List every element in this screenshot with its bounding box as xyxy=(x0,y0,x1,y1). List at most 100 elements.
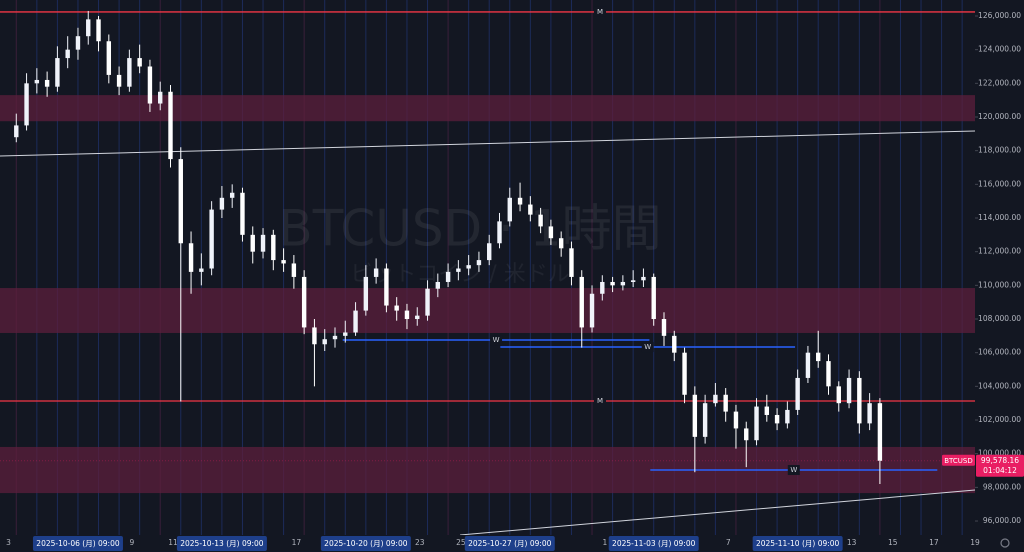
candle-body xyxy=(507,197,512,222)
candle-body xyxy=(199,268,204,272)
x-tick-label: 1 xyxy=(602,538,607,547)
x-highlight-label: 2025-10-06 (月) 09:00 xyxy=(36,539,120,548)
candle-body xyxy=(476,260,482,266)
candle-body xyxy=(754,406,759,441)
watermark-title: BTCUSD · 1時間 xyxy=(278,200,661,258)
x-highlight-label: 2025-11-03 (月) 09:00 xyxy=(612,539,696,548)
candle xyxy=(240,187,245,242)
candle-body xyxy=(384,268,389,306)
candle-body xyxy=(877,403,883,461)
y-tick-label: 118,000.00 xyxy=(978,146,1021,155)
candle xyxy=(322,329,327,351)
candle xyxy=(682,347,687,404)
candle-body xyxy=(795,377,800,410)
candle xyxy=(209,201,214,276)
x-highlight-box xyxy=(32,536,123,551)
candle-body xyxy=(425,288,430,316)
candle-body xyxy=(291,263,297,277)
candle xyxy=(250,226,255,264)
candle xyxy=(44,71,50,97)
candle xyxy=(774,408,780,431)
candle-body xyxy=(240,192,245,235)
candle-body xyxy=(713,394,718,404)
candle xyxy=(34,68,40,94)
trend-line xyxy=(0,130,976,157)
y-tick-label: 96,000.00 xyxy=(983,516,1021,525)
trend-line xyxy=(460,489,976,536)
candle xyxy=(127,49,132,92)
candle xyxy=(548,219,554,245)
x-tick-label: 15 xyxy=(888,538,898,547)
x-highlight-label: 2025-10-13 (月) 09:00 xyxy=(180,539,264,548)
candle-body xyxy=(785,409,790,424)
candle xyxy=(795,369,800,415)
candle-body xyxy=(415,315,420,320)
x-tick-label: 17 xyxy=(929,538,939,547)
candle xyxy=(661,312,667,346)
x-highlight-box xyxy=(464,536,555,551)
y-tick-label: 116,000.00 xyxy=(978,179,1021,188)
candle xyxy=(158,81,163,111)
y-tick-label: 104,000.00 xyxy=(978,381,1021,390)
candle-body xyxy=(538,214,543,227)
candle-body xyxy=(343,332,348,336)
candle-body xyxy=(641,276,646,281)
candle-body xyxy=(14,125,19,138)
candle-body xyxy=(857,377,862,424)
candle xyxy=(281,248,286,272)
candle-body xyxy=(846,377,852,404)
y-tick-label: 124,000.00 xyxy=(978,45,1021,54)
level-label: M xyxy=(597,397,603,405)
candle-body xyxy=(826,361,831,387)
candle xyxy=(641,268,646,288)
segment-label: W xyxy=(493,336,500,344)
candle-body xyxy=(34,79,40,84)
candle-body xyxy=(394,305,399,311)
candle xyxy=(651,273,656,326)
candle-body xyxy=(774,414,780,424)
candle xyxy=(466,255,471,276)
candle xyxy=(744,421,749,468)
x-highlight-box xyxy=(752,536,843,551)
candle xyxy=(301,270,307,335)
candle xyxy=(55,46,60,92)
price-tag-name: BTCUSD xyxy=(944,457,973,465)
candle-body xyxy=(86,19,91,37)
candle xyxy=(497,212,502,249)
candle-body xyxy=(96,19,101,42)
candle xyxy=(569,241,574,286)
candle xyxy=(785,401,790,429)
candle xyxy=(528,196,533,222)
x-highlight-label: 2025-10-20 (月) 09:00 xyxy=(324,539,408,548)
candle xyxy=(291,255,297,289)
candle xyxy=(168,85,173,168)
candle-body xyxy=(702,403,708,437)
level-label-bg xyxy=(594,395,606,406)
candle xyxy=(846,369,852,409)
candle-body xyxy=(75,36,81,50)
settings-icon[interactable] xyxy=(1000,538,1010,548)
candle xyxy=(764,394,770,422)
candle xyxy=(116,66,122,96)
candle xyxy=(877,398,883,484)
candle xyxy=(733,404,739,449)
y-tick-label: 114,000.00 xyxy=(978,213,1021,222)
candle-body xyxy=(579,276,584,328)
candle xyxy=(353,302,358,336)
candle-body xyxy=(816,352,821,362)
candle xyxy=(692,386,698,473)
y-tick-label: 98,000.00 xyxy=(983,482,1021,491)
x-tick-label: 23 xyxy=(415,538,425,547)
x-tick-label: 25 xyxy=(456,538,466,547)
candle xyxy=(867,393,872,431)
candle xyxy=(816,330,821,368)
zone xyxy=(0,288,975,333)
candle-body xyxy=(548,226,554,239)
candle xyxy=(456,260,461,281)
candle-body xyxy=(672,335,677,353)
candle xyxy=(199,253,204,286)
candle xyxy=(600,275,605,301)
candle-body xyxy=(363,276,369,311)
candle xyxy=(147,59,153,112)
candle xyxy=(723,388,728,422)
